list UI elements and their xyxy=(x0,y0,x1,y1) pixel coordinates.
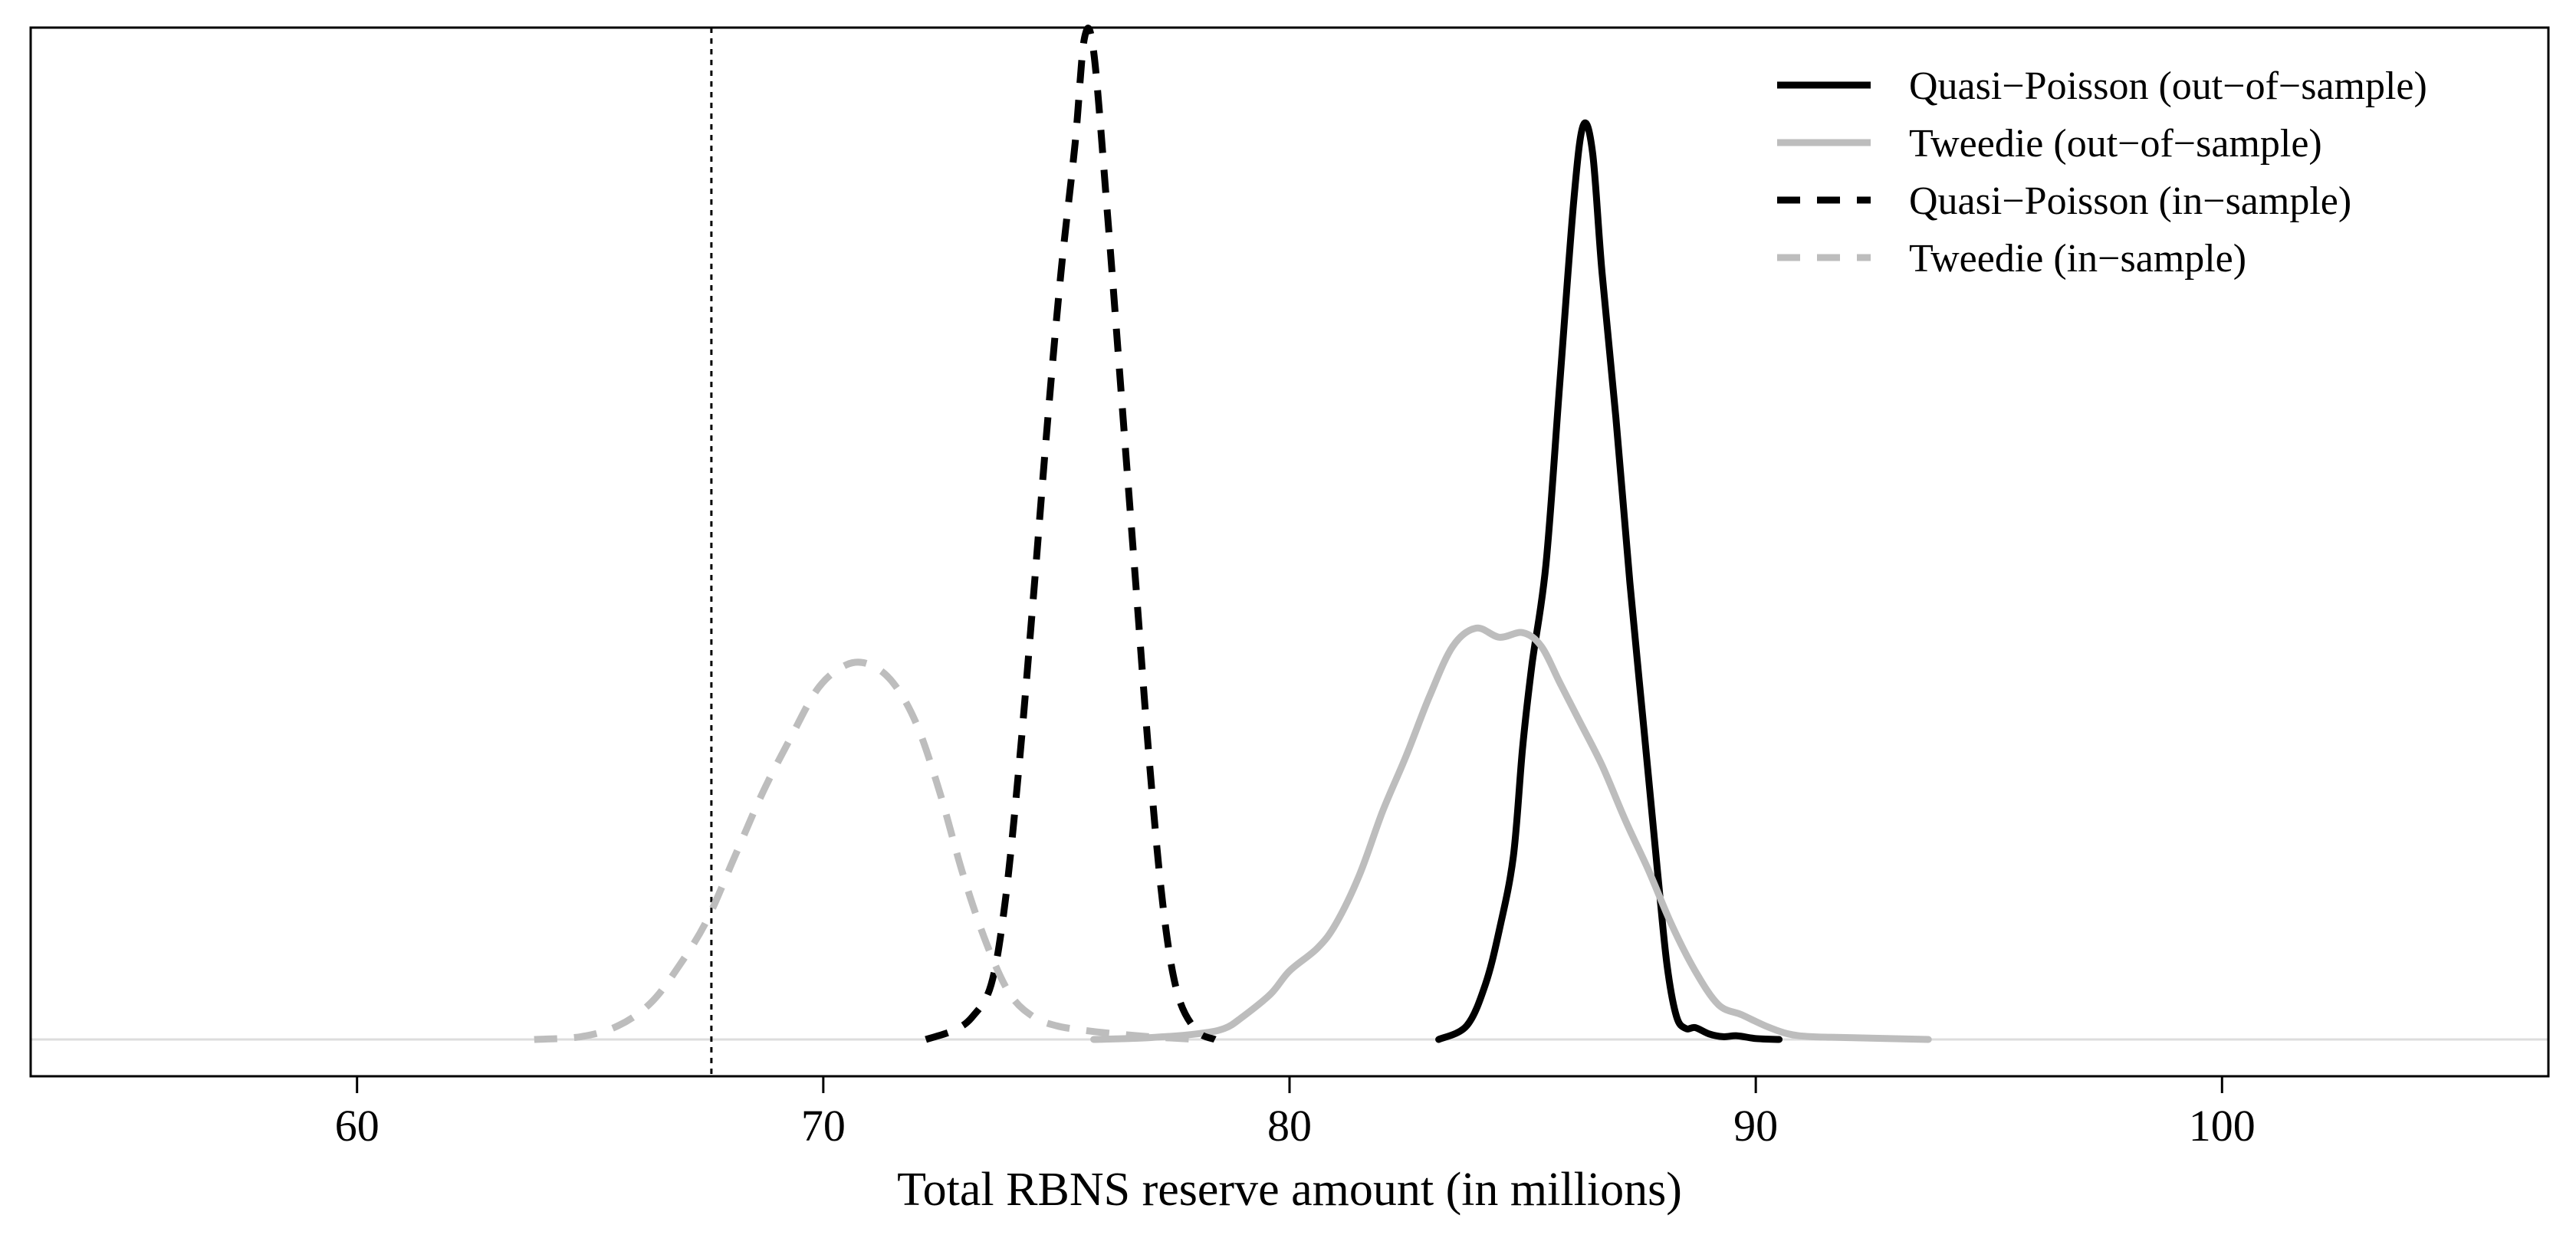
series-line-tweedie-in-sample xyxy=(534,658,1197,1043)
series-line-quasi-poisson-in-sample xyxy=(925,25,1217,1043)
legend-label: Quasi−Poisson (out−of−sample) xyxy=(1909,64,2427,108)
legend-label: Quasi−Poisson (in−sample) xyxy=(1909,179,2351,223)
series-line-tweedie-out-of-sample xyxy=(1090,624,1932,1043)
x-axis-title: Total RBNS reserve amount (in millions) xyxy=(897,1164,1682,1216)
x-tick-label: 90 xyxy=(1733,1101,1778,1151)
series-line-quasi-poisson-out-of-sample xyxy=(1435,119,1783,1043)
x-tick-label: 100 xyxy=(2189,1101,2256,1151)
legend: Quasi−Poisson (out−of−sample) Tweedie (ou… xyxy=(1777,64,2427,281)
x-tick-label: 70 xyxy=(801,1101,846,1151)
x-tick-label: 80 xyxy=(1267,1101,1312,1151)
x-axis: 60 70 80 90 100 xyxy=(335,1076,2256,1151)
legend-label: Tweedie (out−of−sample) xyxy=(1909,122,2322,166)
series-group xyxy=(534,25,1932,1043)
legend-label: Tweedie (in−sample) xyxy=(1909,237,2246,281)
x-tick-label: 60 xyxy=(335,1101,380,1151)
